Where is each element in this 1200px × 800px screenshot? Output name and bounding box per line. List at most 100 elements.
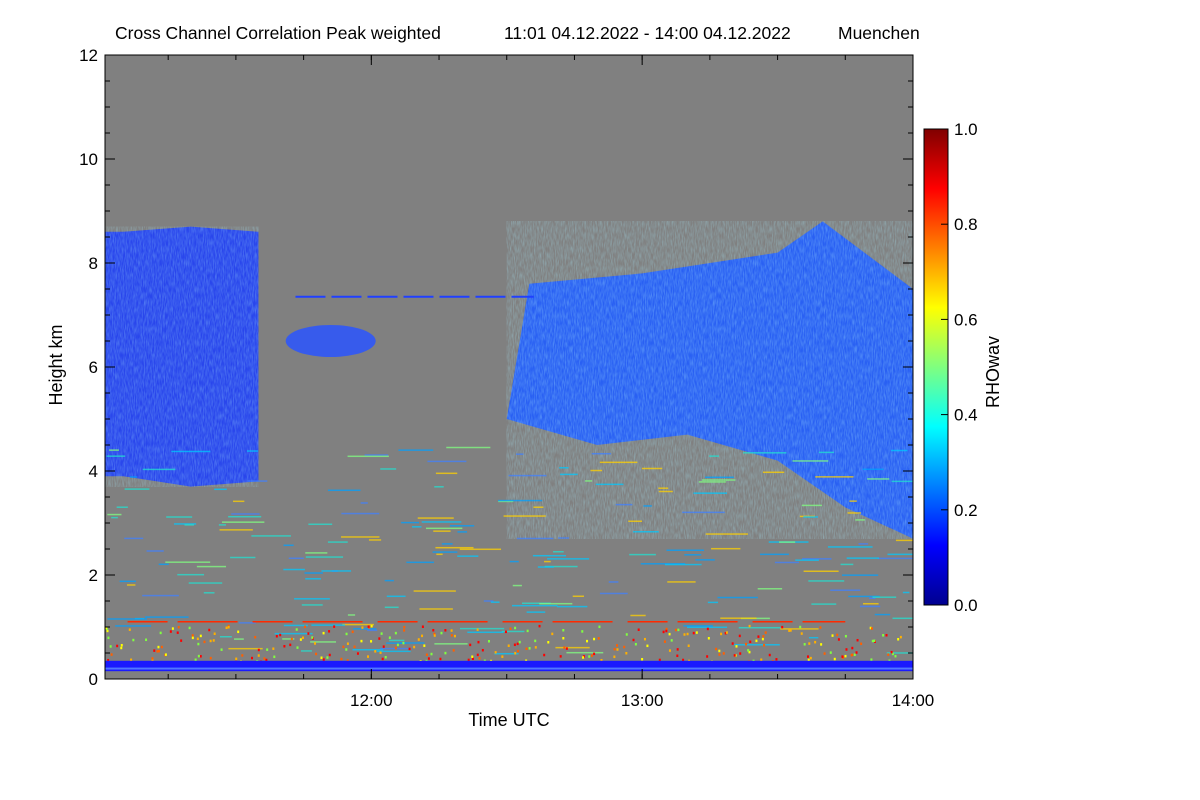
noise-streak (849, 500, 857, 502)
bl-speckle (342, 645, 345, 649)
noise-streak (347, 455, 389, 458)
colorbar-ticks: 0.0 0.2 0.4 0.6 0.8 1.0 (941, 120, 978, 615)
bl-speckle (153, 649, 156, 652)
noise-streak (301, 650, 312, 652)
bl-speckle (593, 652, 596, 656)
bl-speckle (739, 652, 742, 655)
bl-speckle (853, 653, 856, 656)
bl-speckle (514, 626, 517, 630)
noise-streak (547, 558, 590, 560)
bl-speckle (676, 648, 679, 651)
bl-speckle (899, 635, 902, 639)
bl-speckle (413, 645, 416, 649)
noise-streak (367, 629, 378, 632)
bl-speckle (562, 636, 565, 640)
bl-speckle (188, 626, 191, 630)
bl-speckle (565, 647, 568, 650)
noise-streak (795, 559, 819, 561)
bl-speckle (408, 647, 411, 651)
noise-streak (658, 490, 673, 493)
noise-streak (630, 614, 646, 617)
bl-speckle (885, 634, 888, 637)
bl-speckle (507, 644, 510, 647)
noise-streak (457, 555, 479, 557)
bl-speckle (381, 657, 384, 661)
bl-speckle (394, 646, 397, 650)
y-tick-label: 12 (79, 46, 98, 65)
bl-speckle (761, 637, 764, 641)
noise-streak (792, 460, 829, 462)
bl-speckle (509, 627, 512, 630)
bl-speckle (670, 639, 673, 642)
bl-speckle (581, 630, 584, 633)
noise-streak (707, 601, 719, 604)
bl-speckle (525, 647, 528, 651)
bl-speckle (145, 638, 148, 642)
bl-speckle (788, 629, 791, 632)
bl-speckle (597, 637, 600, 640)
noise-streak (811, 603, 837, 605)
noise-streak (246, 450, 258, 452)
bl-speckle (402, 641, 405, 645)
noise-streak (188, 582, 223, 584)
noise-streak (288, 557, 304, 560)
noise-streak (449, 525, 475, 527)
bl-speckle (237, 630, 240, 634)
noise-streak (684, 554, 702, 556)
bl-speckle (745, 642, 748, 646)
noise-streak (146, 550, 164, 552)
bl-speckle (417, 638, 420, 641)
bl-speckle (263, 657, 266, 660)
bl-speckle (156, 650, 159, 653)
bl-speckle (547, 641, 550, 644)
noise-streak (643, 505, 652, 507)
noise-streak (434, 486, 444, 488)
noise-streak (780, 628, 819, 630)
bl-speckle (856, 638, 859, 642)
bl-speckle (430, 652, 433, 656)
bl-speckle (120, 646, 123, 650)
bl-speckle (692, 631, 695, 635)
bl-speckle (738, 634, 741, 638)
noise-streak (219, 529, 253, 531)
noise-streak (435, 546, 474, 549)
bl-speckle (844, 654, 847, 658)
noise-streak (376, 650, 411, 653)
noise-streak (368, 539, 382, 541)
noise-streak (902, 591, 910, 594)
bl-speckle (378, 637, 381, 640)
noise-streak (353, 628, 377, 630)
bl-speckle (209, 656, 212, 660)
noise-streak (145, 616, 189, 618)
noise-streak (641, 467, 663, 470)
bl-speckle (543, 653, 546, 657)
bl-speckle (403, 625, 406, 629)
bl-speckle (807, 658, 810, 662)
noise-streak (801, 504, 822, 507)
y-tick-label: 8 (89, 254, 98, 273)
bl-speckle (132, 638, 135, 642)
noise-streak (433, 530, 451, 532)
bl-speckle (176, 631, 179, 634)
bl-speckle (328, 630, 331, 633)
bl-speckle (370, 640, 373, 643)
noise-streak (171, 450, 211, 453)
noise-streak (294, 598, 330, 600)
noise-streak (119, 580, 136, 583)
noise-streak (628, 520, 642, 523)
bl-speckle (440, 631, 443, 635)
noise-streak (419, 608, 453, 610)
bl-speckle (450, 629, 453, 632)
noise-streak (827, 546, 873, 548)
bl-speckle (275, 635, 278, 638)
noise-streak (508, 474, 547, 477)
noise-streak (803, 516, 818, 518)
noise-streak (417, 517, 454, 519)
bl-speckle (421, 634, 424, 638)
noise-streak (503, 515, 546, 517)
bl-speckle (748, 624, 751, 628)
noise-streak (887, 553, 913, 556)
bl-speckle (534, 639, 537, 643)
noise-streak (738, 626, 781, 629)
noise-streak (459, 548, 502, 551)
